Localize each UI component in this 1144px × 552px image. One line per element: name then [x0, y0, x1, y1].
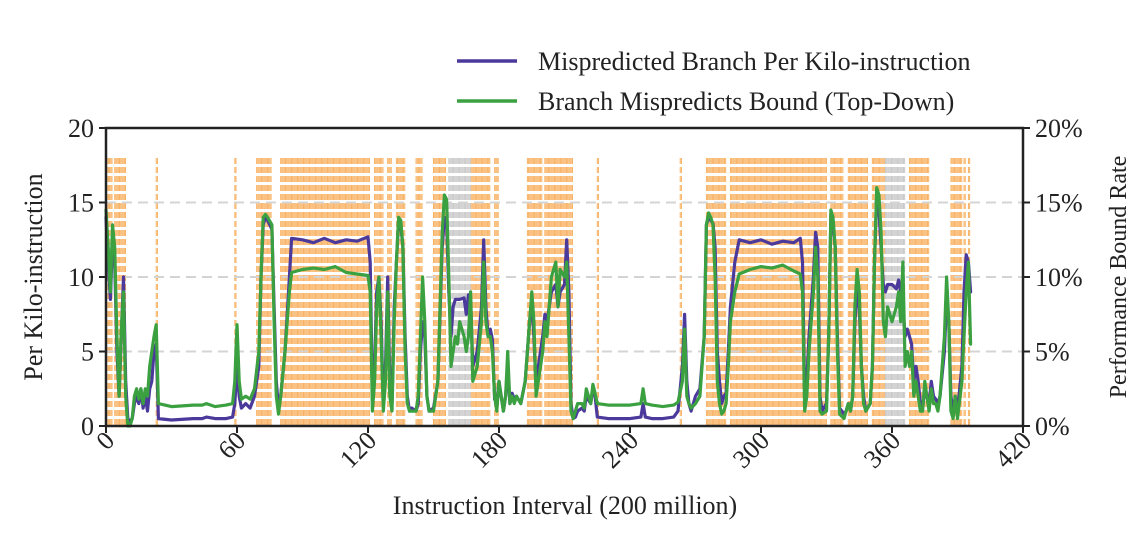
x-tick-label: 60 [212, 426, 251, 465]
x-tick-label: 180 [465, 426, 513, 474]
x-tick-label: 240 [596, 426, 644, 474]
x-tick-label: 360 [858, 426, 906, 474]
left-y-axis-title: Per Kilo-instruction [19, 173, 48, 380]
right-y-tick-label: 15% [1035, 189, 1083, 218]
x-tick-label: 420 [989, 426, 1037, 474]
right-y-tick-label: 10% [1035, 263, 1083, 292]
legend: Mispredicted Branch Per Kilo-instruction… [457, 47, 971, 116]
left-y-tick-label: 20 [68, 114, 94, 143]
left-y-tick-label: 5 [81, 338, 94, 367]
left-y-tick-label: 10 [68, 263, 94, 292]
right-y-tick-label: 5% [1035, 338, 1070, 367]
series-lines [104, 186, 973, 428]
right-y-tick-label: 0% [1035, 412, 1070, 441]
right-y-tick-label: 20% [1035, 114, 1083, 143]
left-y-tick-label: 15 [68, 189, 94, 218]
legend-label-mpki: Mispredicted Branch Per Kilo-instruction [538, 47, 971, 76]
left-y-axis-ticks: 0 5 10 15 20 [68, 114, 106, 441]
x-axis-title: Instruction Interval (200 million) [393, 491, 737, 520]
left-y-tick-label: 0 [81, 412, 94, 441]
right-y-axis-title: Performance Bound Rate [1106, 156, 1132, 399]
legend-label-bound: Branch Mispredicts Bound (Top-Down) [538, 87, 954, 116]
x-axis-ticks: 0 60 120 180 240 300 360 420 [91, 426, 1038, 474]
x-tick-label: 300 [727, 426, 775, 474]
x-tick-label: 120 [334, 426, 382, 474]
right-y-axis-ticks: 0% 5% 10% 15% 20% [1023, 114, 1083, 441]
bound-rate-line [104, 186, 973, 428]
